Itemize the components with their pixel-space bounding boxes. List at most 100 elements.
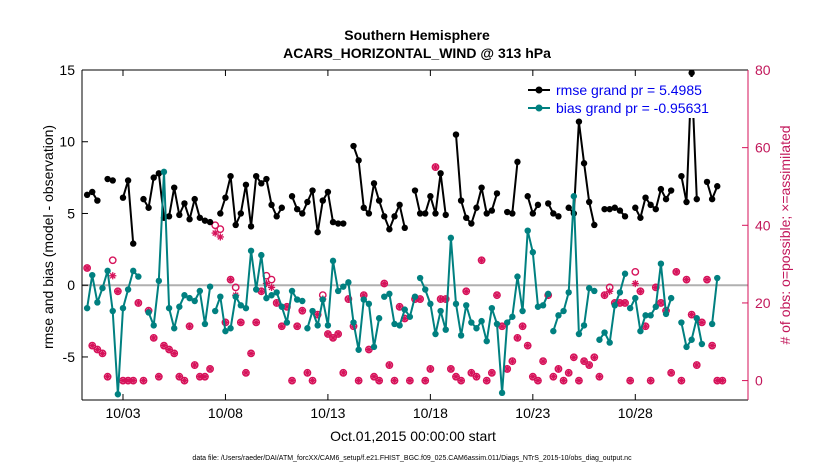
rmse-point [637,214,644,221]
bias-point [130,267,137,275]
rmse-point [662,195,670,203]
obs-assimilated-stroke [309,377,316,384]
bias-point [416,274,424,282]
plot-area [82,70,748,400]
rmse-point [478,184,485,191]
rmse-point [683,198,690,206]
obs-assimilated-point [252,318,260,326]
bias-point [463,302,470,309]
rmse-point [601,205,608,213]
rmse-point [585,198,593,206]
rmse-point [550,210,557,217]
y-tick-label: 15 [59,62,75,78]
obs-assimilated-point [467,369,475,377]
bias-point [278,303,285,310]
rmse-point [324,188,332,196]
legend-box [520,77,744,118]
obs-assimilated-stroke [140,377,147,384]
obs-assimilated-stroke [242,369,249,376]
rmse-point [452,131,460,138]
obs-assimilated-point [160,342,168,350]
bias-point [350,319,357,326]
bias-point [114,391,122,398]
rmse-point [555,213,562,220]
obs-assimilated-stroke [534,377,541,384]
obs-assimilated-stroke [191,362,198,369]
obs-assimilated-stroke [207,365,214,372]
rmse-point [196,214,204,221]
legend-rmse-marker [535,86,543,94]
obs-assimilated-stroke [693,362,700,369]
obs-assimilated-point [139,376,148,385]
bias-point [565,289,572,296]
obs-assimilated-stroke [376,377,383,384]
obs-assimilated-point [355,376,363,385]
obs-assimilated-stroke [591,354,598,361]
obs-assimilated-point [273,299,281,307]
obs-assimilated-point [191,361,199,369]
obs-possible-point [216,225,225,234]
rmse-point [293,205,301,213]
rmse-point [171,184,178,191]
x-tick-label: 10/03 [105,405,140,421]
rmse-point [176,211,183,219]
rmse-point [109,177,116,184]
rmse-point [524,193,531,200]
obs-assimilated-stroke [524,342,531,349]
obs-count-layer [83,163,727,385]
obs-assimilated-stroke [283,303,290,310]
rmse-point [350,142,357,150]
bias-point [314,322,321,329]
rmse-point [227,172,234,180]
bias-point [160,168,168,176]
obs-assimilated-point [631,279,639,288]
obs-assimilated-stroke [678,377,685,384]
bias-point [365,300,373,308]
bias-point [621,270,629,277]
obs-assimilated-point [426,365,434,373]
obs-assimilated-stroke [575,377,582,384]
obs-assimilated-point [201,373,209,381]
obs-assimilated-stroke [709,342,716,349]
bias-point [191,297,198,305]
rmse-point [529,210,537,217]
obs-assimilated-stroke [668,369,675,376]
obs-assimilated-point [180,376,189,385]
obs-assimilated-stroke [109,272,116,279]
bias-point [217,293,224,300]
obs-assimilated-point [549,373,557,381]
bias-point [293,296,301,303]
rmse-point [642,194,649,201]
obs-assimilated-stroke [417,296,424,303]
obs-assimilated-stroke [540,358,547,365]
rmse-point [437,170,444,177]
obs-assimilated-point [375,376,383,385]
bias-point [698,340,706,348]
bias-point [442,326,449,333]
obs-assimilated-stroke [181,377,188,384]
bias-line-segment [147,170,186,330]
bias-point [83,304,91,312]
bias-point [422,286,429,293]
obs-assimilated-point [134,299,142,307]
rmse-point [386,226,393,233]
y-axis-label: rmse and bias (model - observation) [40,125,56,349]
bias-point [176,303,183,310]
obs-assimilated-stroke [330,334,337,341]
obs-assimilated-stroke [422,377,429,384]
bias-point [258,251,265,259]
rmse-point [708,195,716,203]
obs-assimilated-stroke [217,233,224,240]
bias-point [427,300,434,308]
data-file-footnote: data file: /Users/raeder/DAI/ATM_forcXX/… [192,455,632,462]
obs-assimilated-stroke [289,377,296,384]
obs-assimilated-stroke [606,288,613,295]
bias-point [355,346,362,353]
bias-point [288,287,296,295]
obs-assimilated-point [462,287,470,295]
rmse-point [391,213,398,220]
obs-assimilated-stroke [335,331,342,337]
bias-point [165,304,173,312]
bias-point [647,312,654,319]
rmse-point [252,172,260,180]
